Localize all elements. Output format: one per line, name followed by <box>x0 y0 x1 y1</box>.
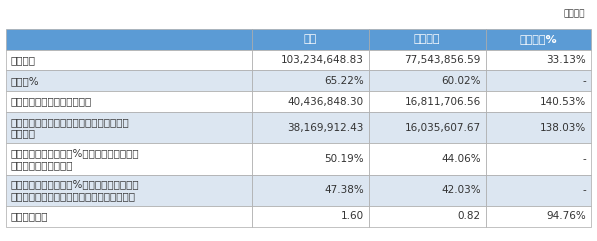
Text: 103,234,648.83: 103,234,648.83 <box>281 55 364 65</box>
Text: 65.22%: 65.22% <box>324 76 364 86</box>
Text: 归属于挂牌公司股东的净利润: 归属于挂牌公司股东的净利润 <box>11 97 92 107</box>
Text: 1.60: 1.60 <box>341 211 364 221</box>
Text: 40,436,848.30: 40,436,848.30 <box>288 97 364 107</box>
Text: 单位：元: 单位：元 <box>564 10 585 19</box>
Text: 50.19%: 50.19% <box>324 154 364 164</box>
Text: 140.53%: 140.53% <box>540 97 586 107</box>
Text: 38,169,912.43: 38,169,912.43 <box>288 123 364 133</box>
Text: 0.82: 0.82 <box>458 211 481 221</box>
Text: 上年同期: 上年同期 <box>414 34 441 44</box>
Text: 毛利率%: 毛利率% <box>11 76 39 86</box>
Text: 基本每股收益: 基本每股收益 <box>11 211 48 221</box>
Text: 16,811,706.56: 16,811,706.56 <box>405 97 481 107</box>
Text: 加权平均净资产收益率%（依据归属于挂牌公
司股东的扣除非经常性损益后的净利润计算）: 加权平均净资产收益率%（依据归属于挂牌公 司股东的扣除非经常性损益后的净利润计算… <box>11 179 139 201</box>
Text: 营业收入: 营业收入 <box>11 55 36 65</box>
Text: 本期: 本期 <box>304 34 317 44</box>
Text: 138.03%: 138.03% <box>540 123 586 133</box>
Text: -: - <box>583 185 586 195</box>
Text: 77,543,856.59: 77,543,856.59 <box>405 55 481 65</box>
Text: 加权平均净资产收益率%（依据归属于挂牌公
司股东的净利润计算）: 加权平均净资产收益率%（依据归属于挂牌公 司股东的净利润计算） <box>11 148 139 170</box>
Text: 16,035,607.67: 16,035,607.67 <box>405 123 481 133</box>
Text: 42.03%: 42.03% <box>441 185 481 195</box>
Text: 44.06%: 44.06% <box>441 154 481 164</box>
Text: 增减比例%: 增减比例% <box>519 34 557 44</box>
Text: -: - <box>583 76 586 86</box>
Text: 47.38%: 47.38% <box>324 185 364 195</box>
Text: -: - <box>583 154 586 164</box>
Text: 94.76%: 94.76% <box>546 211 586 221</box>
Text: 归属于挂牌公司股东的扣除非经常性损益后
的净利润: 归属于挂牌公司股东的扣除非经常性损益后 的净利润 <box>11 117 130 138</box>
Text: 60.02%: 60.02% <box>441 76 481 86</box>
Text: 33.13%: 33.13% <box>546 55 586 65</box>
